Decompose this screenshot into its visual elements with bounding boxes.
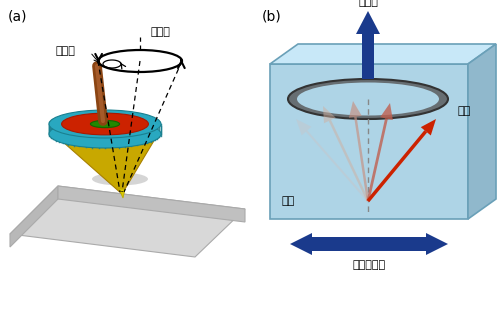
Text: 磁化: 磁化 (458, 106, 471, 116)
Text: 高周波磁界: 高周波磁界 (352, 260, 386, 270)
Ellipse shape (61, 113, 148, 135)
Ellipse shape (288, 79, 448, 119)
Polygon shape (310, 237, 428, 251)
Polygon shape (54, 134, 158, 194)
Text: (a): (a) (8, 9, 28, 23)
Ellipse shape (297, 83, 439, 116)
Polygon shape (58, 186, 245, 222)
Polygon shape (10, 186, 245, 257)
Polygon shape (270, 44, 496, 64)
Polygon shape (421, 119, 436, 135)
Polygon shape (356, 11, 380, 79)
Ellipse shape (49, 110, 161, 138)
Ellipse shape (90, 121, 119, 128)
Ellipse shape (49, 120, 161, 148)
Polygon shape (270, 64, 468, 219)
Polygon shape (426, 233, 448, 255)
Text: 磁石: 磁石 (282, 196, 295, 206)
Text: 静磁界: 静磁界 (358, 0, 378, 7)
Polygon shape (290, 233, 312, 255)
Polygon shape (119, 189, 125, 198)
Polygon shape (468, 44, 496, 219)
Text: 鉛直軸: 鉛直軸 (150, 27, 170, 37)
Text: 回転軸: 回転軸 (55, 46, 75, 56)
Polygon shape (349, 101, 362, 118)
Polygon shape (380, 103, 393, 120)
Polygon shape (296, 119, 311, 135)
Ellipse shape (92, 172, 148, 185)
Polygon shape (10, 186, 58, 247)
Polygon shape (323, 106, 336, 123)
Text: (b): (b) (262, 9, 282, 23)
